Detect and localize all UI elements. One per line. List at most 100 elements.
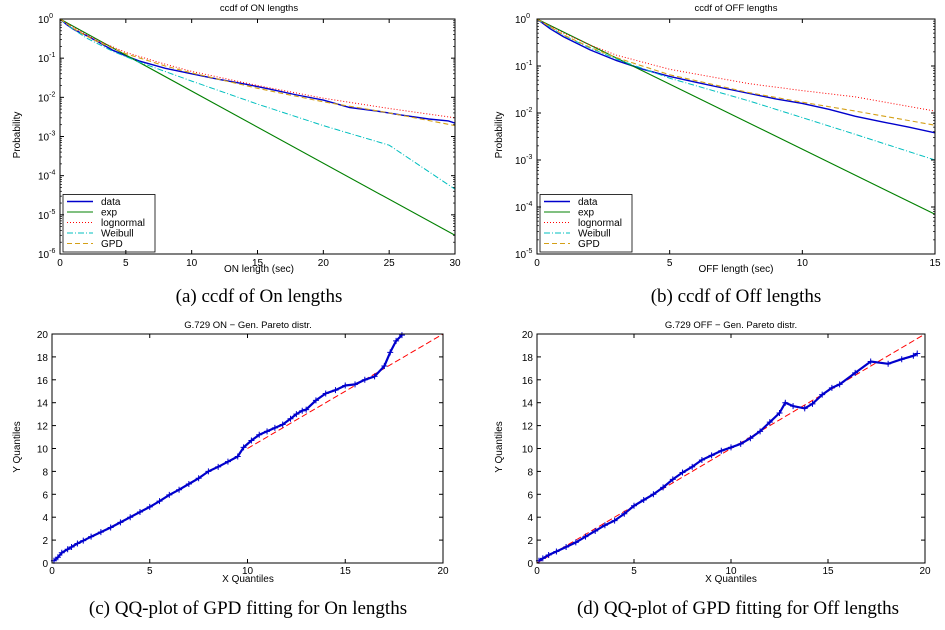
panel-a-legend-label-lognormal: lognormal: [101, 218, 145, 229]
panel-d-quantile-point: [757, 428, 764, 435]
panel-c-quantile-point: [156, 498, 163, 505]
panel-a-legend-label-gpd: GPD: [101, 239, 123, 250]
panel-b-ytick-label: 10-1: [515, 60, 532, 73]
panel-d-quantile-point: [828, 384, 835, 391]
panel-d-quantile-point: [819, 391, 826, 398]
panel-d-quantile-point: [737, 440, 744, 447]
panel-d-quantile-trail: [538, 352, 918, 562]
panel-b-series-lognormal-line: [537, 19, 935, 112]
panel-c-xlabel: X Quantiles: [222, 574, 274, 585]
panel-d-quantile-point: [867, 358, 874, 365]
panel-d-xtick-label: 20: [919, 566, 931, 577]
panel-c-quantile-point: [303, 406, 310, 413]
panel-c-ytick-label: 10: [37, 445, 49, 456]
panel-c-quantile-point: [107, 524, 114, 531]
panel-c-quantile-point: [312, 397, 319, 404]
panel-c-reference-line: [247, 333, 444, 449]
panel-a-xtick-label: 5: [123, 258, 129, 269]
panel-c-ytick-label: 18: [37, 353, 49, 364]
panel-d-quantile-point: [898, 356, 905, 363]
panel-a-ylabel: Probability: [12, 112, 23, 159]
panel-d-caption: (d) QQ-plot of GPD fitting for Off lengt…: [577, 598, 899, 619]
panel-c-quantile-point: [332, 387, 339, 394]
panel-d-quantile-point: [689, 463, 696, 470]
panel-c-quantile-point: [256, 431, 263, 438]
panel-b-series-exp-line: [537, 19, 935, 215]
panel-c-quantile-point: [176, 486, 183, 493]
panel-c-quantile-point: [58, 549, 65, 556]
panel-a-series-lognormal-line: [60, 19, 455, 119]
panel-b-ytick-label: 10-2: [515, 107, 532, 120]
panel-a-ytick-label: 10-3: [38, 131, 55, 144]
panel-c-xtick-label: 0: [49, 566, 55, 577]
panel-b-ylabel: Probability: [494, 112, 505, 159]
panel-c-quantile-point: [88, 533, 95, 540]
panel-d-quantile-point: [539, 555, 546, 562]
panel-c-ytick-label: 12: [37, 422, 49, 433]
panel-d-quantile-point: [563, 543, 570, 550]
panel-d-quantile-point: [747, 435, 754, 442]
panel-d-xtick-label: 10: [725, 566, 737, 577]
panel-c-quantile-point: [117, 519, 124, 526]
panel-d-quantile-point: [545, 551, 552, 558]
panel-c-ytick-label: 20: [37, 330, 49, 341]
panel-c-ytick-label: 8: [42, 467, 48, 478]
panel-c-quantile-point: [322, 390, 329, 397]
panel-b-legend-label-exp: exp: [578, 208, 595, 219]
panel-d-quantile-point: [766, 419, 773, 426]
panel-b-ytick-label: 100: [515, 13, 530, 26]
panel-d-quantile-point: [611, 517, 618, 524]
panel-d-quantile-point: [631, 502, 637, 509]
panel-c-quantile-point: [54, 554, 61, 561]
panel-d-xlabel: X Quantiles: [705, 574, 757, 585]
panel-c-quantile-point: [64, 546, 71, 553]
panel-c-quantile-point: [234, 453, 241, 460]
panel-b-xtick-label: 0: [534, 258, 540, 269]
panel-c-ytick-label: 6: [42, 490, 48, 501]
panel-a-series-data-line: [60, 19, 455, 124]
panel-a-legend-label-weibull: Weibull: [101, 229, 134, 240]
panel-a-ytick-label: 10-4: [38, 170, 55, 183]
panel-a-series-weibull-line: [60, 19, 455, 190]
panel-c-quantile-point: [185, 480, 192, 487]
panel-a-legend-label-exp: exp: [101, 208, 118, 219]
panel-c-xtick-label: 20: [437, 566, 449, 577]
panel-c-quantile-point: [271, 424, 278, 431]
panel-d-ytick-label: 20: [522, 330, 534, 341]
panel-d-quantile-point: [592, 527, 599, 534]
panel-d-ytick-label: 6: [527, 490, 533, 501]
panel-b-legend-box: [539, 194, 633, 253]
panel-c-quantile-point: [299, 407, 306, 414]
panel-c-quantile-point: [74, 540, 81, 547]
panel-b-ccdf-off: ccdf of OFF lengths OFF length (sec) Pro…: [494, 3, 941, 307]
panel-d-quantile-point: [914, 350, 921, 357]
panel-c-qq-on: G.729 ON − Gen. Pareto distr. X Quantile…: [12, 320, 449, 619]
panel-c-quantile-point: [381, 363, 388, 370]
panel-d-quantile-point: [621, 510, 628, 517]
panel-d-quantile-point: [836, 381, 843, 388]
panel-d-xtick-label: 0: [534, 566, 540, 577]
panel-d-ytick-label: 12: [522, 422, 534, 433]
panel-c-quantile-point: [398, 332, 405, 339]
panel-b-ytick-label: 10-5: [515, 248, 532, 261]
panel-d-quantile-point: [782, 399, 789, 406]
panel-a-ytick-label: 10-2: [38, 91, 55, 104]
panel-a-ytick-label: 10-5: [38, 209, 55, 222]
panel-a-caption: (a) ccdf of On lengths: [176, 286, 343, 307]
panel-b-legend-label-data: data: [578, 197, 598, 208]
panel-c-caption: (c) QQ-plot of GPD fitting for On length…: [89, 598, 407, 619]
panel-d-xtick-label: 15: [822, 566, 834, 577]
panel-c-quantile-point: [97, 529, 104, 536]
panel-b-ytick-label: 10-4: [515, 201, 532, 214]
panel-d-quantile-point: [669, 476, 676, 483]
panel-a-xtick-label: 30: [449, 258, 461, 269]
panel-d-ytick-label: 14: [522, 399, 534, 410]
panel-c-quantile-point: [166, 491, 173, 498]
panel-c-quantile-point: [293, 411, 300, 418]
panel-d-quantile-point: [582, 533, 589, 540]
panel-c-quantile-point: [342, 382, 349, 389]
panel-b-legend-label-weibull: Weibull: [578, 229, 611, 240]
panel-d-ylabel: Y Quantiles: [494, 421, 505, 473]
panel-d-xtick-label: 5: [631, 566, 637, 577]
